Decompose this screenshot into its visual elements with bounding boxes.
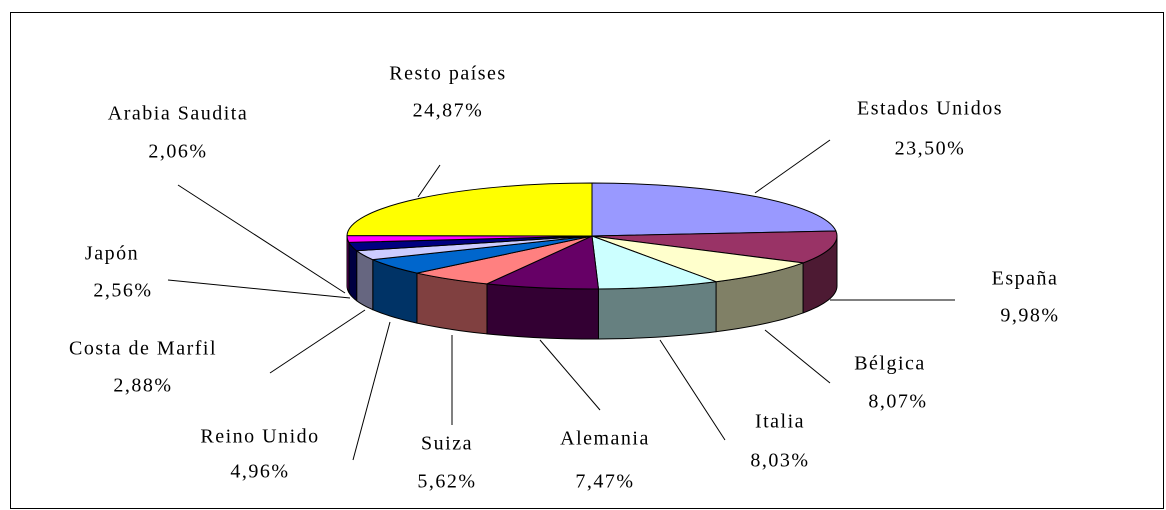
leader-line bbox=[167, 279, 351, 299]
slice-side bbox=[597, 281, 717, 340]
slice bbox=[591, 182, 837, 237]
slice-label: España bbox=[992, 268, 1059, 290]
value-label: 2,06% bbox=[148, 141, 207, 163]
slice-label: Resto países bbox=[389, 63, 506, 85]
value-label: 5,62% bbox=[417, 471, 476, 493]
leader-line bbox=[352, 321, 391, 461]
slice-side bbox=[348, 240, 358, 302]
slice-label: Estados Unidos bbox=[857, 98, 1003, 120]
value-label: 9,98% bbox=[1000, 305, 1059, 327]
leader-line bbox=[659, 339, 726, 441]
slice bbox=[591, 230, 838, 264]
slice-side bbox=[346, 235, 350, 293]
leader-line bbox=[269, 309, 366, 374]
value-label: 23,50% bbox=[895, 138, 966, 160]
value-label: 2,88% bbox=[113, 375, 172, 397]
slice-side bbox=[486, 283, 599, 340]
leader-line bbox=[539, 339, 601, 411]
slice bbox=[346, 182, 593, 237]
value-label: 8,07% bbox=[868, 391, 927, 413]
leader-line bbox=[764, 329, 831, 384]
leader-line bbox=[754, 139, 831, 194]
leader-line bbox=[417, 164, 441, 198]
slice-label: Bélgica bbox=[854, 353, 926, 375]
value-label: 8,03% bbox=[750, 450, 809, 472]
value-label: 24,87% bbox=[413, 100, 484, 122]
slice-label: Japón bbox=[85, 243, 139, 265]
slice-label: Arabia Saudita bbox=[108, 103, 248, 125]
value-label: 7,47% bbox=[575, 471, 634, 493]
slice-label: Reino Unido bbox=[200, 426, 319, 448]
slice-label: Costa de Marfil bbox=[69, 338, 217, 360]
slice bbox=[591, 235, 717, 290]
slice-label: Italia bbox=[755, 411, 805, 433]
value-label: 2,56% bbox=[93, 280, 152, 302]
slice bbox=[485, 235, 600, 290]
chart-border bbox=[10, 12, 1164, 509]
slice-label: Suiza bbox=[421, 433, 473, 455]
leader-line bbox=[177, 184, 346, 294]
value-label: 4,96% bbox=[230, 461, 289, 483]
slice bbox=[591, 235, 804, 283]
slice-side bbox=[356, 249, 374, 311]
slice-label: Alemania bbox=[560, 428, 650, 450]
